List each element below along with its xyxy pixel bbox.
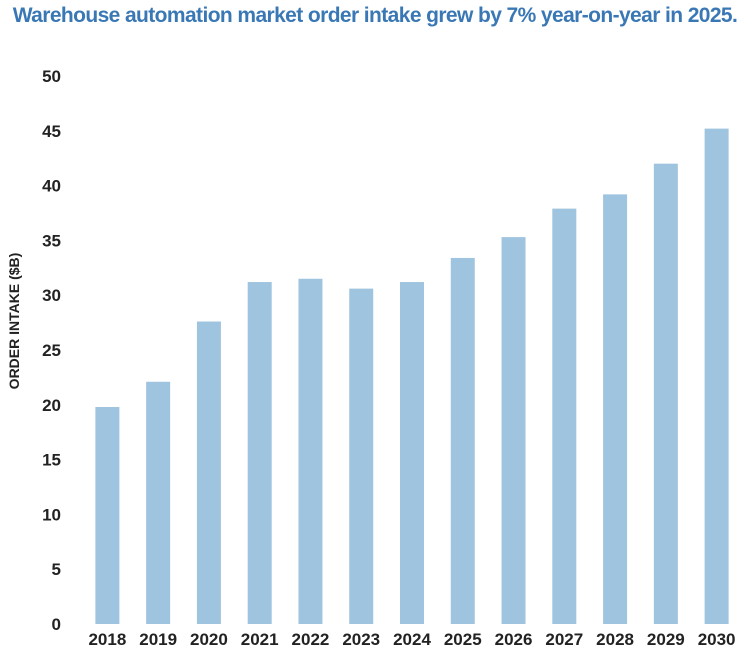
y-tick-label: 0 [52, 615, 61, 634]
y-tick-label: 35 [42, 231, 61, 250]
x-tick-label: 2021 [241, 630, 279, 649]
bar-2021 [247, 282, 272, 624]
y-tick-label: 15 [42, 451, 61, 470]
x-tick-label: 2020 [190, 630, 228, 649]
bar-2030 [704, 128, 729, 624]
bar-2018 [95, 406, 120, 624]
y-tick-label: 30 [42, 286, 61, 305]
x-tick-label: 2025 [444, 630, 482, 649]
x-tick-label: 2027 [545, 630, 583, 649]
x-tick-label: 2030 [698, 630, 736, 649]
y-tick-label: 50 [42, 67, 61, 86]
bar-2027 [552, 208, 577, 624]
chart-title: Warehouse automation market order intake… [12, 4, 738, 27]
bar-2025 [450, 257, 475, 624]
bar-2029 [653, 163, 678, 624]
bar-2028 [603, 194, 628, 625]
x-tick-label: 2018 [88, 630, 126, 649]
y-axis-title: ORDER INTAKE ($B) [6, 253, 22, 390]
x-axis-ticks: 2018 2019 2020 2021 2022 2023 2024 2025 2026 2027… [88, 630, 735, 649]
bar-2019 [146, 381, 171, 624]
x-tick-label: 2028 [596, 630, 634, 649]
y-tick-label: 45 [42, 122, 61, 141]
bar-2020 [196, 321, 221, 624]
y-tick-label: 40 [42, 177, 61, 196]
x-tick-label: 2019 [139, 630, 177, 649]
bar-series [95, 128, 729, 625]
x-tick-label: 2029 [647, 630, 685, 649]
y-tick-label: 10 [42, 505, 61, 524]
y-tick-label: 25 [42, 341, 61, 360]
x-tick-label: 2022 [292, 630, 330, 649]
bar-2024 [400, 282, 424, 624]
x-tick-label: 2024 [393, 630, 431, 649]
x-tick-label: 2023 [342, 630, 380, 649]
y-tick-label: 5 [52, 560, 61, 579]
y-axis-ticks: 0 5 10 15 20 25 30 35 40 45 50 [42, 67, 61, 634]
bar-2023 [349, 288, 374, 624]
bar-2022 [298, 278, 323, 624]
bar-2026 [501, 237, 526, 624]
x-tick-label: 2026 [495, 630, 533, 649]
y-tick-label: 20 [42, 396, 61, 415]
